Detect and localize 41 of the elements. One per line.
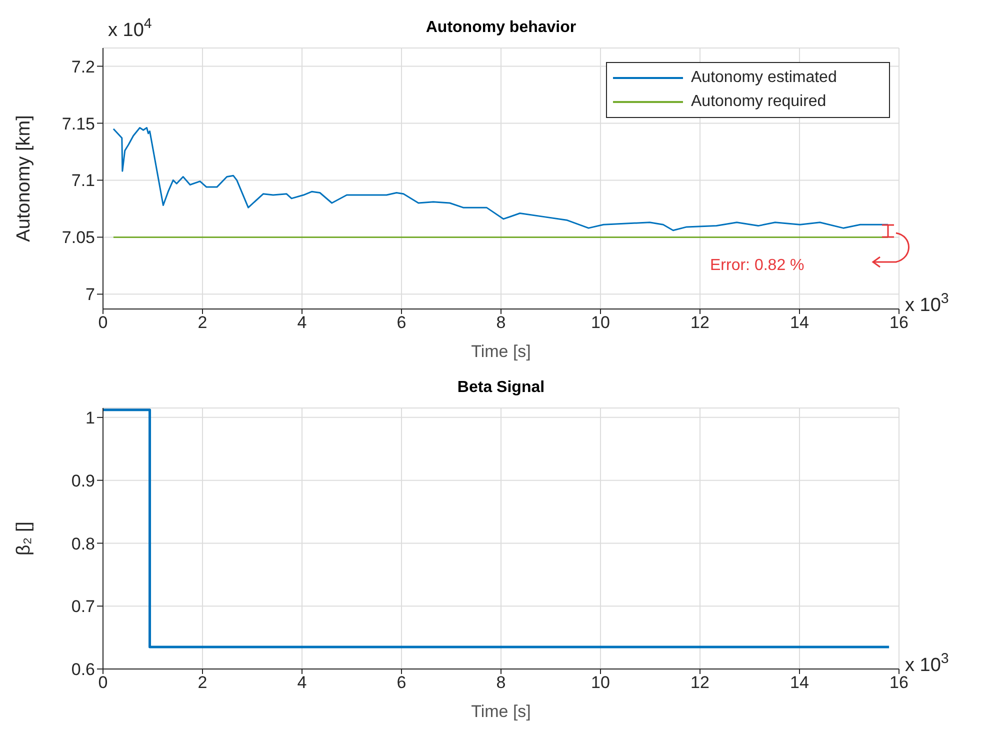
x-tick-label: 2 [198, 673, 208, 692]
y-tick-label: 0.9 [71, 471, 95, 490]
y-axis-title: Autonomy [km] [14, 115, 35, 242]
text: x 10$^{4}$ [108, 16, 152, 41]
text: x 10$^{3}$ [905, 291, 949, 316]
x-tick-label: 0 [98, 673, 108, 692]
chart-title: Beta Signal [457, 379, 545, 396]
y-axis-title: β₂ [] [14, 521, 35, 556]
x-axis-title: Time [s] [471, 702, 531, 721]
x-tick-label: 10 [591, 673, 610, 692]
y-tick-label: 1 [86, 408, 95, 428]
legend-label: Autonomy estimated [691, 68, 837, 88]
y-tick-label: 0.6 [71, 660, 95, 680]
y-tick-label: 7.05 [62, 228, 95, 248]
x-axis-title: Time [s] [471, 342, 531, 361]
chart-title: Autonomy behavior [426, 19, 576, 36]
text: x 10$^{3}$ [905, 651, 949, 676]
x-tick-label: 0 [98, 313, 108, 332]
y-tick-label: 7.2 [71, 57, 95, 76]
x-tick-label: 10 [591, 313, 610, 332]
y-tick-label: 0.7 [71, 597, 95, 616]
y-tick-label: 7.1 [71, 171, 95, 190]
x-tick-label: 16 [890, 673, 908, 692]
x-tick-label: 2 [198, 313, 208, 332]
y-tick-label: 7 [86, 285, 95, 304]
x-tick-label: 16 [890, 313, 908, 332]
x-tick-label: 12 [690, 313, 710, 332]
y-tick-label: 7.15 [62, 114, 95, 134]
x-tick-label: 14 [790, 673, 809, 692]
x-tick-label: 8 [496, 313, 506, 332]
x-tick-label: 14 [790, 313, 809, 332]
x-tick-label: 8 [496, 673, 506, 692]
line-series [112, 127, 889, 232]
x-tick-label: 6 [396, 313, 406, 332]
x-tick-label: 4 [297, 673, 307, 692]
x-tick-label: 12 [690, 673, 710, 692]
annotation: Error: 0.82 % [710, 257, 804, 274]
legend-label: Autonomy required [691, 92, 826, 112]
y-tick-label: 0.8 [71, 534, 95, 554]
x-tick-label: 6 [396, 673, 406, 692]
x-tick-label: 4 [297, 313, 307, 332]
